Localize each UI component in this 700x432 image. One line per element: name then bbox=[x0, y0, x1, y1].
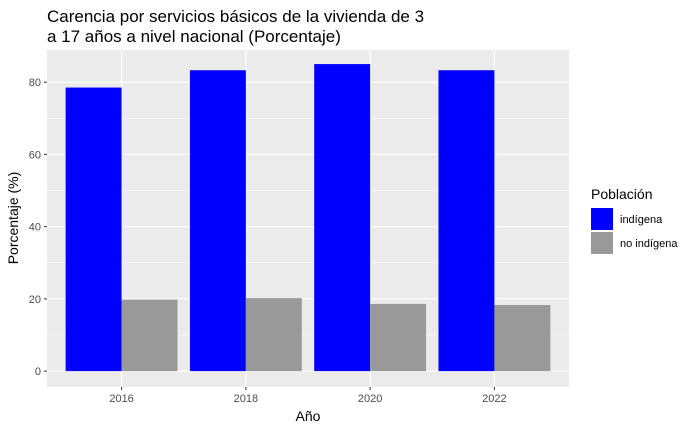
y-tick-label: 80 bbox=[29, 77, 41, 89]
bar-2022-indigena bbox=[438, 70, 495, 372]
x-axis-title: Año bbox=[296, 408, 321, 424]
legend-title: Población bbox=[591, 186, 653, 202]
y-tick-label: 20 bbox=[29, 294, 41, 306]
y-axis: 0 20 40 60 80 bbox=[29, 77, 47, 378]
x-tick-label: 2020 bbox=[358, 393, 382, 405]
chart-title-line-2: a 17 años a nivel nacional (Porcentaje) bbox=[47, 27, 341, 46]
bar-2016-no-indigena bbox=[121, 299, 178, 372]
legend: Población indígena no indígena bbox=[591, 186, 678, 254]
x-axis: 2016 2018 2020 2022 bbox=[109, 387, 507, 405]
bar-2022-no-indigena bbox=[494, 305, 551, 372]
legend-label-no-indigena: no indígena bbox=[620, 238, 678, 250]
bar-2018-indigena bbox=[189, 70, 246, 372]
y-axis-title: Porcentaje (%) bbox=[5, 172, 21, 265]
bars bbox=[65, 64, 551, 372]
bar-2020-no-indigena bbox=[370, 303, 427, 372]
bar-2016-indigena bbox=[65, 87, 122, 372]
bar-2018-no-indigena bbox=[245, 298, 302, 372]
legend-key-indigena bbox=[591, 208, 613, 230]
x-tick-label: 2022 bbox=[482, 393, 506, 405]
x-tick-label: 2018 bbox=[234, 393, 258, 405]
legend-label-indigena: indígena bbox=[620, 214, 663, 226]
legend-key-no-indigena bbox=[591, 232, 613, 254]
y-tick-label: 40 bbox=[29, 222, 41, 234]
bar-2020-indigena bbox=[314, 64, 371, 372]
y-tick-label: 0 bbox=[35, 366, 41, 378]
y-tick-label: 60 bbox=[29, 149, 41, 161]
x-tick-label: 2016 bbox=[109, 393, 133, 405]
chart-title-line-1: Carencia por servicios básicos de la viv… bbox=[47, 7, 424, 26]
